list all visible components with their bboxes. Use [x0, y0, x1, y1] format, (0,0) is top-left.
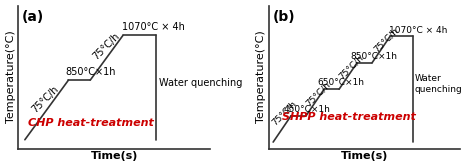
Text: Water
quenching: Water quenching: [415, 74, 463, 94]
Y-axis label: Temperature(°C): Temperature(°C): [256, 31, 266, 123]
Text: CHP heat-treatment: CHP heat-treatment: [28, 118, 154, 128]
Text: (a): (a): [22, 10, 45, 24]
X-axis label: Time(s): Time(s): [341, 151, 388, 161]
Y-axis label: Temperature(°C): Temperature(°C): [6, 31, 16, 123]
Text: 75°C/h: 75°C/h: [30, 84, 61, 114]
Text: 1070°C × 4h: 1070°C × 4h: [122, 22, 185, 32]
Text: 850°C×1h: 850°C×1h: [65, 67, 116, 77]
Text: 75°C/h: 75°C/h: [270, 99, 298, 127]
Text: 1070°C × 4h: 1070°C × 4h: [389, 26, 447, 35]
Text: 850°C×1h: 850°C×1h: [350, 52, 397, 61]
Text: 75°C/h: 75°C/h: [304, 80, 333, 108]
Text: SHPP heat-treatment: SHPP heat-treatment: [283, 112, 416, 122]
Text: 75°C/h: 75°C/h: [337, 53, 365, 81]
Text: Water quenching: Water quenching: [159, 77, 242, 88]
Text: 75°C/h: 75°C/h: [91, 31, 122, 62]
Text: 650°C×1h: 650°C×1h: [318, 78, 365, 88]
Text: 75°C/h: 75°C/h: [372, 26, 400, 54]
Text: 450°C×1h: 450°C×1h: [284, 105, 331, 114]
X-axis label: Time(s): Time(s): [91, 151, 138, 161]
Text: (b): (b): [273, 10, 295, 24]
